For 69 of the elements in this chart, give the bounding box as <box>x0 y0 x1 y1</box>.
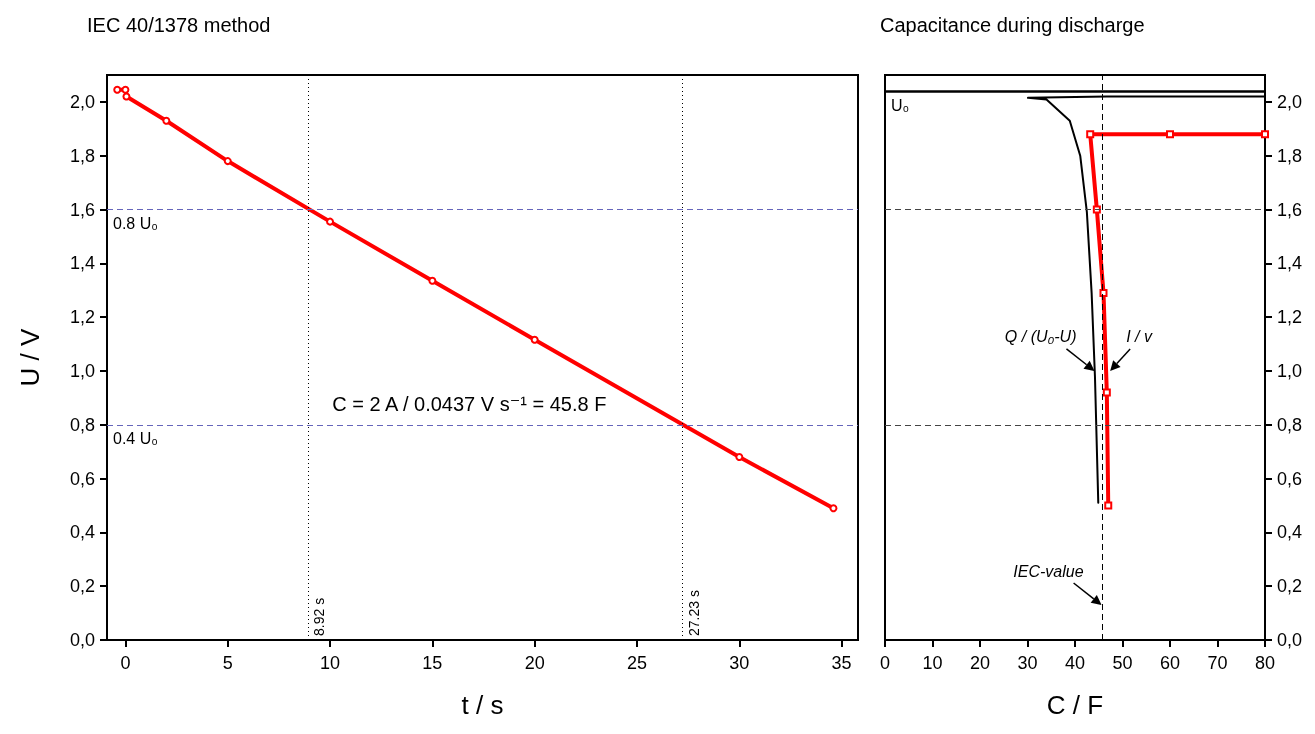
x-tick-label: 40 <box>1064 653 1086 673</box>
x-tick-label: 0 <box>879 653 891 673</box>
x-tick-label: 80 <box>1254 653 1276 673</box>
x-tick-label: 50 <box>1112 653 1133 673</box>
x-tick-label: 10 <box>922 653 943 673</box>
point <box>122 92 131 101</box>
ref-line-label: 8.92 s <box>310 597 327 636</box>
y-tick-label: 0,4 <box>69 522 95 543</box>
y-tick-label: 1,8 <box>69 145 95 166</box>
point <box>223 157 232 166</box>
y-tick-label: 0,6 <box>1277 468 1303 489</box>
y-tick-label: 0,8 <box>69 414 95 435</box>
point <box>1099 288 1108 297</box>
ref-line-label: 27.23 s <box>685 590 702 636</box>
y-tick-label: 1,2 <box>69 307 95 328</box>
point <box>113 85 122 94</box>
x-tick-label: 20 <box>524 653 545 673</box>
annotation: IEC-value <box>1013 562 1084 580</box>
y-tick-label: 2,0 <box>69 91 95 112</box>
x-tick-label: 15 <box>422 653 443 673</box>
x-tick-label: 30 <box>729 653 750 673</box>
annotation: C = 2 A / 0.0437 V s⁻¹ = 45.8 F <box>332 393 607 415</box>
ref-line-label: 0.8 U₀ <box>113 215 158 233</box>
y-tick-label: 2,0 <box>1277 91 1303 112</box>
point <box>530 335 539 344</box>
point <box>162 116 171 125</box>
point <box>428 276 437 285</box>
point <box>829 504 838 513</box>
y-tick-label: 1,6 <box>1277 199 1303 220</box>
chart-title: IEC 40/1378 method <box>87 14 271 36</box>
point <box>121 85 130 94</box>
point <box>1102 388 1111 397</box>
x-tick-label: 25 <box>626 653 648 673</box>
y-tick-label: 0,6 <box>69 468 95 489</box>
y-tick-label: 1,4 <box>69 253 95 274</box>
x-tick-label: 60 <box>1159 653 1181 673</box>
annotation: Q / (U₀-U) <box>1004 328 1077 346</box>
point <box>735 453 744 462</box>
x-tick-label: 35 <box>831 653 852 673</box>
point <box>326 217 335 226</box>
y-tick-label: 0,2 <box>1277 576 1303 597</box>
y-tick-label: 1,8 <box>1277 145 1303 166</box>
y-tick-label: 0,0 <box>69 630 95 650</box>
x-tick-label: 30 <box>1017 653 1038 673</box>
y-tick-label: 0,8 <box>1277 414 1303 435</box>
point <box>1166 130 1174 139</box>
x-tick-label: 10 <box>320 653 341 673</box>
y-tick-label: 1,4 <box>1277 253 1303 274</box>
point <box>1104 501 1113 510</box>
y-tick-label: 0,0 <box>1277 630 1303 650</box>
point <box>1261 130 1269 139</box>
x-axis-title: t / s <box>461 690 504 720</box>
chart-title: Capacitance during discharge <box>880 14 1145 36</box>
y-tick-label: 1,6 <box>69 199 95 220</box>
y-tick-label: 0,2 <box>69 576 95 597</box>
x-tick-label: 0 <box>120 653 131 673</box>
y-axis-title: U / V <box>15 327 45 387</box>
ref-line-label: U₀ <box>891 96 910 114</box>
y-tick-label: 1,2 <box>1277 307 1303 328</box>
x-tick-label: 5 <box>222 653 233 673</box>
x-tick-label: 20 <box>969 653 991 673</box>
x-tick-label: 70 <box>1207 653 1228 673</box>
y-tick-label: 1,0 <box>1277 360 1303 381</box>
point <box>1086 130 1095 139</box>
annotation: I / v <box>1126 328 1153 346</box>
x-axis-title: C / F <box>1046 690 1104 720</box>
y-tick-label: 0,4 <box>1277 522 1303 543</box>
ref-line-label: 0.4 U₀ <box>113 430 158 448</box>
y-tick-label: 1,0 <box>69 360 95 381</box>
